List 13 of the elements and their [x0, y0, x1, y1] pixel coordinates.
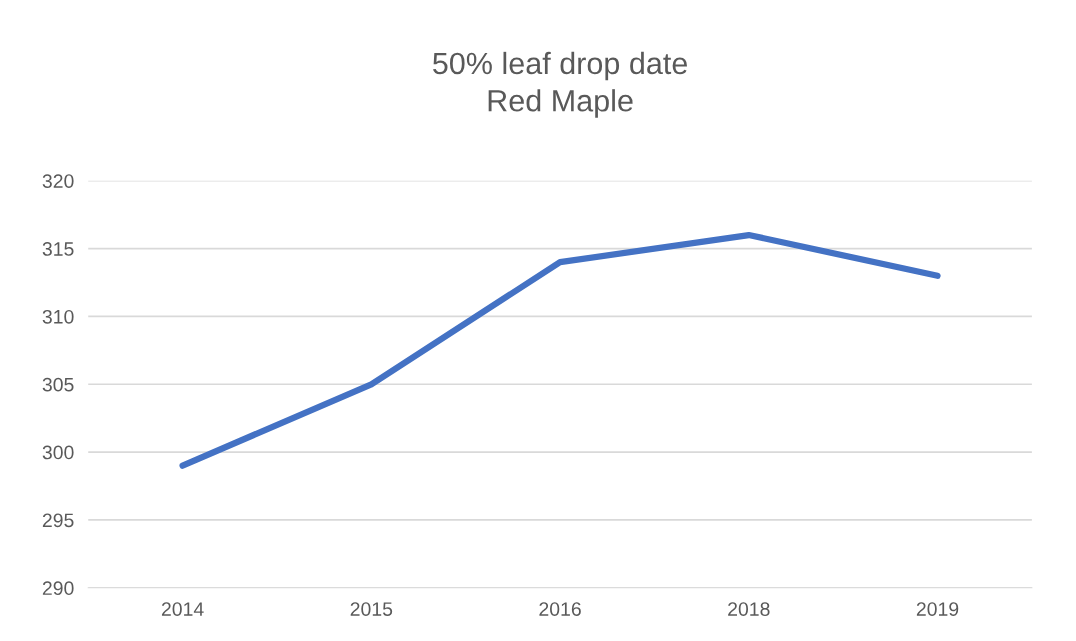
- y-tick-label: 305: [42, 377, 74, 392]
- y-tick-label: 320: [42, 174, 74, 188]
- y-tick-label: 290: [42, 581, 74, 596]
- x-tick-label: 2016: [539, 602, 581, 616]
- x-tick-label: 2014: [161, 602, 204, 616]
- chart-title: 50% leaf drop date Red Maple: [433, 51, 687, 118]
- y-tick-label: 315: [42, 242, 74, 256]
- y-tick-label: 295: [42, 513, 74, 528]
- y-tick-label: 310: [42, 309, 74, 324]
- x-tick-label: 2019: [916, 602, 959, 616]
- x-tick-label: 2018: [728, 602, 770, 616]
- x-tick-label: 2015: [350, 602, 393, 616]
- y-tick-label: 300: [42, 445, 74, 460]
